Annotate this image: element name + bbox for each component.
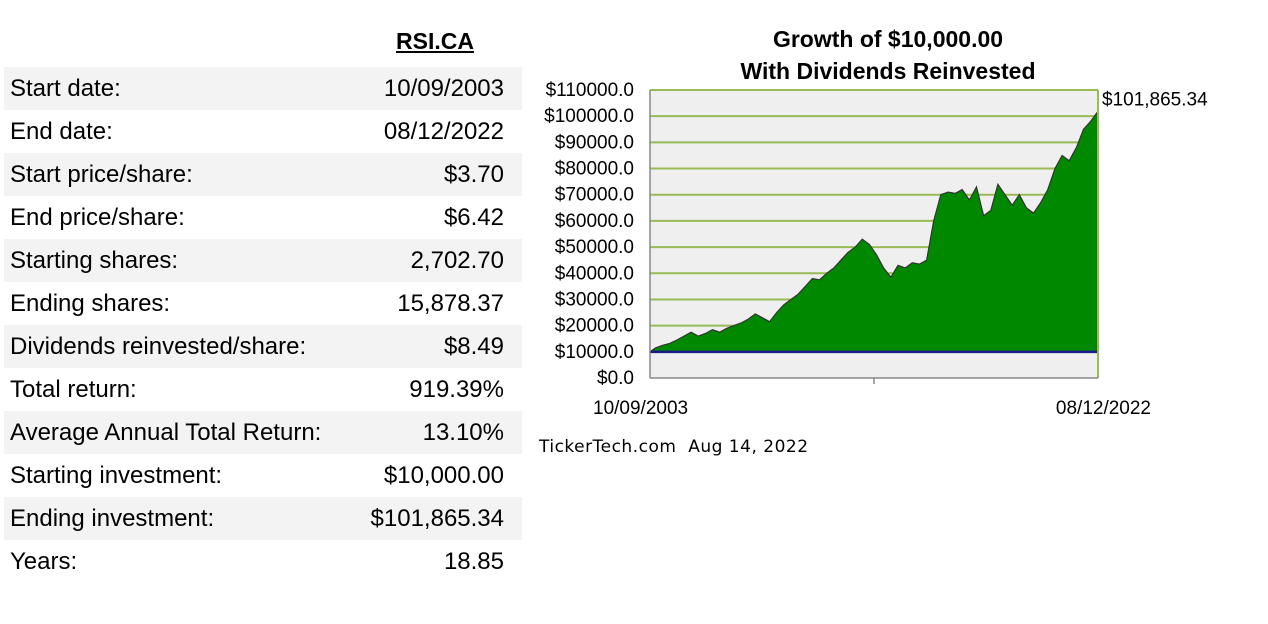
y-tick-label: $10000.0 — [555, 342, 634, 363]
stat-row: Starting investment: $10,000.00 — [4, 454, 522, 497]
stat-value: $8.49 — [443, 332, 504, 360]
stat-label: Starting investment: — [10, 461, 223, 489]
growth-series-area — [649, 109, 1099, 353]
stat-row: End price/share: $6.42 — [4, 196, 522, 239]
stat-value: $10,000.00 — [383, 461, 504, 489]
y-tick-label: $70000.0 — [555, 185, 634, 206]
y-tick-label: $20000.0 — [555, 316, 634, 337]
stat-value: 13.10% — [422, 418, 504, 446]
stat-value: 919.39% — [409, 375, 504, 403]
growth-chart: $0.0 $10000.0 $20000.0 $30000.0 $40000.0 $500… — [538, 80, 1208, 457]
ticker-link[interactable]: RSI.CA — [396, 28, 474, 54]
stat-row: Total return: 919.39% — [4, 368, 522, 411]
stat-label: Start price/share: — [10, 160, 193, 188]
stat-row: Dividends reinvested/share: $8.49 — [4, 325, 522, 368]
stat-label: Dividends reinvested/share: — [10, 332, 307, 360]
stat-label: End price/share: — [10, 203, 185, 231]
stat-row: End date: 08/12/2022 — [4, 110, 522, 153]
y-tick-label: $100000.0 — [544, 106, 634, 127]
chart-subtitle: With Dividends Reinvested — [740, 58, 1036, 84]
stat-value: $101,865.34 — [370, 504, 504, 532]
stat-label: Start date: — [10, 74, 121, 102]
chart-panel: Growth of $10,000.00 With Dividends Rein… — [525, 0, 1265, 470]
y-tick-label: $40000.0 — [555, 263, 634, 284]
stat-value: $3.70 — [443, 160, 504, 188]
stat-value: 08/12/2022 — [383, 117, 504, 145]
stat-row: Ending shares: 15,878.37 — [4, 282, 522, 325]
chart-title: Growth of $10,000.00 — [772, 26, 1004, 52]
stat-label: Starting shares: — [10, 246, 179, 274]
stat-label: Ending investment: — [10, 504, 215, 532]
y-tick-label: $90000.0 — [555, 132, 634, 153]
stat-row: Start price/share: $3.70 — [4, 153, 522, 196]
stat-row: Years: 18.85 — [4, 540, 522, 583]
stat-value: 15,878.37 — [397, 289, 504, 317]
stats-table: Start date: 10/09/2003 End date: 08/12/2022… — [4, 67, 522, 583]
end-value-label: $101,865.34 — [1102, 89, 1208, 110]
stat-row: Ending investment: $101,865.34 — [4, 497, 522, 540]
stat-value: 18.85 — [443, 547, 504, 575]
stat-label: End date: — [10, 117, 113, 145]
stat-value: 2,702.70 — [410, 246, 504, 274]
stat-row: Starting shares: 2,702.70 — [4, 239, 522, 282]
y-tick-label: $80000.0 — [555, 159, 634, 180]
x-tick-label: 08/12/2022 — [1056, 398, 1151, 419]
stat-value: $6.42 — [443, 203, 504, 231]
stat-row: Average Annual Total Return: 13.10% — [4, 411, 522, 454]
chart-credit: TickerTech.com Aug 14, 2022 — [538, 437, 809, 457]
y-tick-label: $50000.0 — [555, 237, 634, 258]
y-tick-label: $60000.0 — [555, 211, 634, 232]
stat-label: Average Annual Total Return: — [10, 418, 322, 446]
stat-row: Start date: 10/09/2003 — [4, 67, 522, 110]
y-tick-label: $30000.0 — [555, 289, 634, 310]
stat-label: Total return: — [10, 375, 137, 403]
stat-label: Years: — [10, 547, 78, 575]
stat-value: 10/09/2003 — [383, 74, 504, 102]
x-tick-label: 10/09/2003 — [593, 398, 688, 419]
y-tick-label: $0.0 — [597, 368, 634, 389]
stat-label: Ending shares: — [10, 289, 171, 317]
y-tick-label: $110000.0 — [546, 80, 634, 101]
